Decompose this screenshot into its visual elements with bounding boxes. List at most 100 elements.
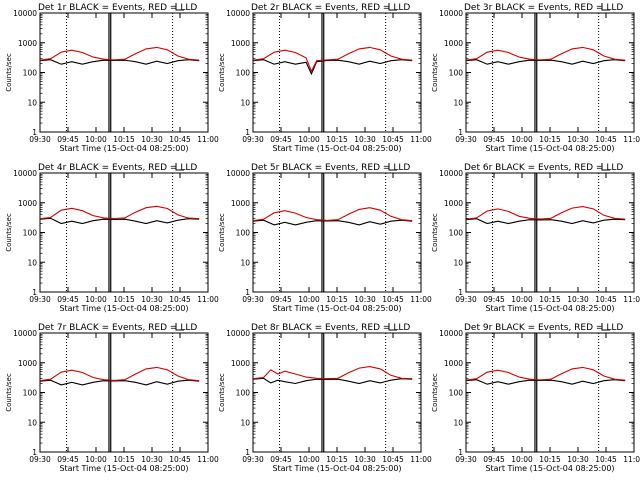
x-axis-label: Start Time (15-Oct-04 08:25:00) — [485, 304, 614, 313]
y-tick-label: 10000 — [226, 9, 250, 18]
x-axis-label: Start Time (15-Oct-04 08:25:00) — [59, 304, 188, 313]
y-tick-label: 1000 — [444, 359, 463, 368]
x-tick-label: 09:45 — [483, 455, 505, 464]
x-tick-label: 09:30 — [29, 135, 51, 144]
y-tick-label: 10 — [453, 418, 463, 427]
x-tick-label: 09:30 — [242, 135, 264, 144]
x-tick-label: 10:15 — [113, 455, 135, 464]
series-line-lld — [39, 205, 200, 220]
series-line-events — [252, 59, 413, 76]
plot-frame — [252, 172, 422, 293]
x-tick-label: 10:45 — [169, 295, 191, 304]
x-tick-label: 09:45 — [270, 455, 292, 464]
y-tick-label: 10000 — [439, 329, 463, 338]
panel-title: Det 7r BLACK = Events, RED = LLD — [38, 323, 197, 333]
x-tick-label: 10:15 — [539, 135, 561, 144]
plot-frame — [465, 332, 635, 453]
y-axis-label: Counts/sec — [218, 373, 226, 412]
panel-title: Det 2r BLACK = Events, RED = LLD — [251, 3, 410, 13]
y-tick-label: 1000 — [231, 359, 250, 368]
detector-panel-3: Det 3r BLACK = Events, RED = LLD 1 10 100 10… — [431, 3, 640, 153]
x-tick-label: 09:45 — [57, 135, 79, 144]
y-tick-label: 1000 — [18, 39, 37, 48]
y-tick-label: 1 — [245, 288, 250, 297]
y-axis-label: Counts/sec — [218, 53, 226, 92]
x-tick-label: 11:00 — [197, 295, 219, 304]
y-tick-label: 10000 — [439, 9, 463, 18]
y-tick-label: 10 — [27, 418, 37, 427]
plot-frame — [39, 332, 209, 453]
panel-title: Det 6r BLACK = Events, RED = LLD — [464, 163, 623, 173]
y-tick-label: 1 — [32, 128, 37, 137]
x-tick-label: 09:30 — [455, 135, 477, 144]
series-line-events — [252, 377, 413, 385]
detector-panel-5: Det 5r BLACK = Events, RED = LLD 1 10 100 10… — [218, 163, 432, 313]
x-tick-label: 10:15 — [113, 295, 135, 304]
panel-title: Det 8r BLACK = Events, RED = LLD — [251, 323, 410, 333]
x-tick-label: 09:45 — [57, 455, 79, 464]
x-tick-label: 10:30 — [141, 135, 163, 144]
y-tick-label: 1000 — [231, 39, 250, 48]
y-tick-label: 100 — [449, 389, 464, 398]
series-line-events — [465, 218, 626, 225]
y-tick-label: 10000 — [13, 9, 37, 18]
x-tick-label: 11:00 — [623, 135, 640, 144]
series-line-events — [252, 219, 413, 226]
detector-panel-2: Det 2r BLACK = Events, RED = LLD 1 10 100 10… — [218, 3, 432, 153]
x-tick-label: 10:00 — [511, 295, 533, 304]
x-tick-label: 10:45 — [169, 135, 191, 144]
corner-marker — [388, 163, 397, 171]
y-tick-label: 10 — [453, 98, 463, 107]
y-tick-label: 1 — [245, 128, 250, 137]
series-line-events — [465, 59, 626, 65]
detector-panel-9: Det 9r BLACK = Events, RED = LLD 1 10 100 10… — [431, 323, 640, 473]
panel-title: Det 5r BLACK = Events, RED = LLD — [251, 163, 410, 173]
x-tick-label: 10:45 — [382, 455, 404, 464]
x-tick-label: 10:30 — [141, 295, 163, 304]
detector-panel-7: Det 7r BLACK = Events, RED = LLD 1 10 100 10… — [5, 323, 219, 473]
x-tick-label: 10:45 — [595, 455, 617, 464]
x-tick-label: 09:45 — [270, 135, 292, 144]
series-line-lld — [465, 46, 626, 61]
y-tick-label: 100 — [236, 229, 251, 238]
corner-marker — [388, 3, 397, 11]
x-tick-label: 10:30 — [567, 455, 589, 464]
x-tick-label: 11:00 — [623, 455, 640, 464]
y-tick-label: 100 — [23, 229, 38, 238]
series-line-lld — [252, 46, 413, 73]
x-axis-label: Start Time (15-Oct-04 08:25:00) — [485, 144, 614, 153]
y-tick-label: 1 — [245, 448, 250, 457]
x-tick-label: 10:00 — [298, 455, 320, 464]
x-tick-label: 10:00 — [85, 295, 107, 304]
series-line-lld — [465, 206, 626, 220]
x-tick-label: 10:30 — [354, 135, 376, 144]
x-tick-label: 10:45 — [595, 295, 617, 304]
plot-frame — [252, 332, 422, 453]
series-line-events — [465, 379, 626, 385]
detector-panel-4: Det 4r BLACK = Events, RED = LLD 1 10 100 10… — [5, 163, 219, 313]
corner-marker — [175, 3, 184, 11]
panel-title: Det 4r BLACK = Events, RED = LLD — [38, 163, 197, 173]
x-tick-label: 09:45 — [483, 295, 505, 304]
series-line-events — [39, 379, 200, 386]
y-tick-label: 10 — [240, 418, 250, 427]
series-line-lld — [39, 46, 200, 61]
y-tick-label: 1 — [458, 448, 463, 457]
series-line-lld — [465, 366, 626, 381]
x-tick-label: 09:30 — [29, 455, 51, 464]
x-tick-label: 10:30 — [354, 455, 376, 464]
x-tick-label: 09:30 — [242, 455, 264, 464]
panel-title: Det 1r BLACK = Events, RED = LLD — [38, 3, 197, 13]
corner-marker — [601, 323, 610, 331]
plot-frame — [39, 12, 209, 133]
x-tick-label: 10:30 — [141, 455, 163, 464]
x-tick-label: 11:00 — [410, 455, 432, 464]
y-tick-label: 1000 — [18, 359, 37, 368]
y-tick-label: 100 — [236, 69, 251, 78]
series-line-events — [39, 217, 200, 225]
y-tick-label: 1 — [458, 128, 463, 137]
x-tick-label: 10:00 — [511, 135, 533, 144]
x-axis-label: Start Time (15-Oct-04 08:25:00) — [59, 144, 188, 153]
y-axis-label: Counts/sec — [431, 53, 439, 92]
x-axis-label: Start Time (15-Oct-04 08:25:00) — [272, 144, 401, 153]
